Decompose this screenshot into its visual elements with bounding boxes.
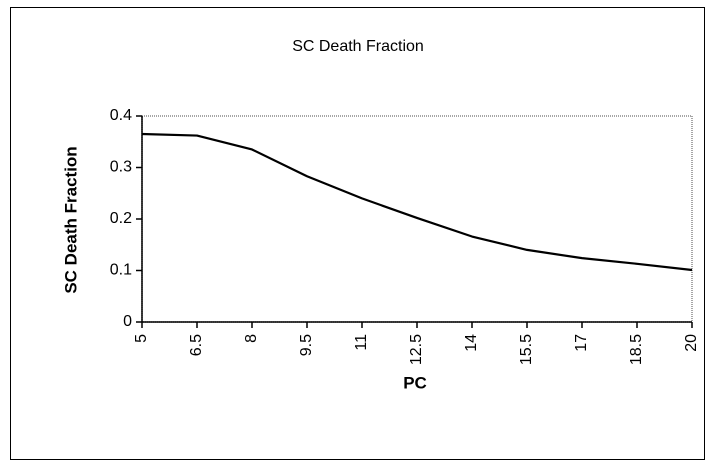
- data-line: [141, 132, 693, 272]
- x-tick-label: 15.5: [518, 334, 535, 365]
- x-tick-label: 18.5: [628, 334, 645, 365]
- y-tick-label: 0.1: [110, 262, 132, 279]
- y-tick-label: 0: [123, 313, 132, 330]
- chart-title: SC Death Fraction: [292, 38, 424, 55]
- x-tick-label: 6.5: [188, 334, 205, 356]
- x-tick-label: 5: [133, 334, 150, 343]
- y-tick-label: 0.2: [110, 210, 132, 227]
- x-axis-label: PC: [403, 373, 427, 392]
- x-tick-label: 12.5: [408, 334, 425, 365]
- y-axis-label: SC Death Fraction: [61, 146, 80, 293]
- x-tick-label: 8: [243, 334, 260, 343]
- x-tick-label: 9.5: [298, 334, 315, 356]
- y-tick-label: 0.3: [110, 159, 132, 176]
- x-tick-label: 11: [353, 334, 370, 351]
- chart-border: [10, 7, 705, 460]
- x-tick-label: 14: [463, 334, 480, 352]
- x-tick-label: 20: [683, 334, 700, 352]
- y-tick-label: 0.4: [110, 107, 132, 124]
- x-tick-label: 17: [573, 334, 590, 352]
